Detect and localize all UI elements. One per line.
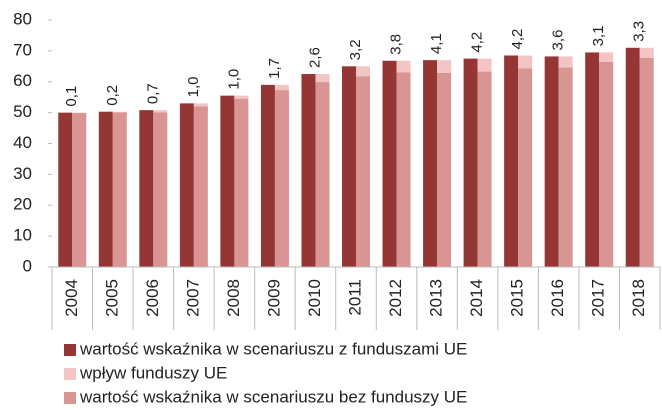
x-tick-label: 2011 (345, 279, 364, 316)
bar (356, 76, 370, 267)
bar (463, 58, 478, 267)
value-label: 3,6 (550, 30, 567, 51)
bar (315, 74, 330, 83)
value-label: 1,0 (185, 77, 202, 98)
bar (599, 52, 614, 62)
bar (193, 103, 208, 107)
bar (625, 47, 640, 267)
bar (139, 110, 154, 267)
legend-swatch (64, 344, 76, 356)
bar (477, 71, 492, 267)
bar (396, 60, 411, 73)
x-tick-label: 2004 (62, 279, 81, 317)
value-label: 3,1 (590, 26, 607, 47)
bar (260, 84, 275, 268)
bar (518, 68, 533, 267)
bar (342, 66, 356, 267)
bar (558, 67, 573, 267)
x-tick-label: 2018 (629, 279, 648, 317)
y-tick-label: 40 (13, 133, 32, 152)
bar (315, 82, 330, 267)
bar (518, 55, 533, 69)
legend-label: wpływ funduszy UE (79, 363, 227, 382)
x-tick-label: 2005 (102, 279, 121, 317)
x-tick-label: 2010 (305, 279, 324, 317)
x-tick-label: 2017 (589, 279, 608, 317)
value-label: 1,7 (266, 58, 283, 79)
x-tick-label: 2016 (548, 279, 567, 317)
bar (153, 112, 168, 267)
bar (72, 112, 87, 267)
value-label: 0,2 (104, 85, 121, 106)
bar (585, 52, 600, 268)
value-label: 4,2 (509, 29, 526, 50)
legend-label: wartość wskaźnika w scenariuszu z fundus… (79, 339, 467, 358)
bar (477, 58, 492, 72)
bar (234, 95, 249, 99)
x-tick-label: 2013 (427, 279, 446, 317)
bar (301, 74, 316, 267)
bar (504, 55, 519, 267)
x-tick-label: 2006 (143, 279, 162, 317)
bar (234, 98, 249, 267)
value-label: 2,6 (306, 47, 323, 68)
y-tick-label: 20 (13, 195, 32, 214)
x-tick-label: 2015 (508, 279, 527, 317)
y-tick-label: 70 (13, 40, 32, 59)
value-label: 3,8 (388, 34, 405, 55)
bar (153, 110, 168, 113)
bar (544, 56, 559, 268)
bar (356, 66, 370, 77)
bar (437, 72, 452, 267)
y-tick-label: 60 (13, 71, 32, 90)
bar (274, 84, 289, 91)
value-label: 3,3 (631, 21, 648, 42)
bar (423, 60, 438, 268)
y-tick-label: 10 (13, 226, 32, 245)
bar (98, 111, 113, 267)
value-label: 3,2 (347, 39, 364, 60)
y-tick-label: 0 (23, 256, 32, 275)
value-label: 0,1 (63, 86, 80, 107)
bar (558, 56, 573, 68)
x-tick-label: 2007 (183, 279, 202, 317)
bar (220, 95, 235, 267)
x-tick-label: 2009 (264, 279, 283, 317)
x-tick-label: 2012 (386, 279, 405, 317)
bar (396, 72, 411, 267)
bar (599, 61, 614, 267)
value-label: 0,7 (144, 83, 161, 104)
y-tick-label: 50 (13, 102, 32, 121)
value-label: 4,1 (428, 33, 445, 54)
legend-swatch (64, 368, 76, 380)
bar (437, 60, 452, 73)
bar (639, 57, 654, 267)
bar (112, 112, 127, 267)
bar (112, 111, 127, 113)
bar (193, 106, 208, 267)
bar (58, 112, 73, 267)
y-tick-label: 80 (13, 9, 32, 28)
x-tick-label: 2014 (467, 279, 486, 317)
value-label: 4,2 (469, 32, 486, 53)
legend-swatch (64, 392, 76, 404)
legend-label: wartość wskaźnika w scenariuszu bez fund… (79, 387, 467, 406)
bar (382, 60, 397, 267)
bar (274, 90, 289, 268)
value-label: 1,0 (225, 69, 242, 90)
bar (179, 103, 194, 267)
x-tick-label: 2008 (224, 279, 243, 317)
bar (639, 47, 654, 58)
y-tick-label: 30 (13, 164, 32, 183)
